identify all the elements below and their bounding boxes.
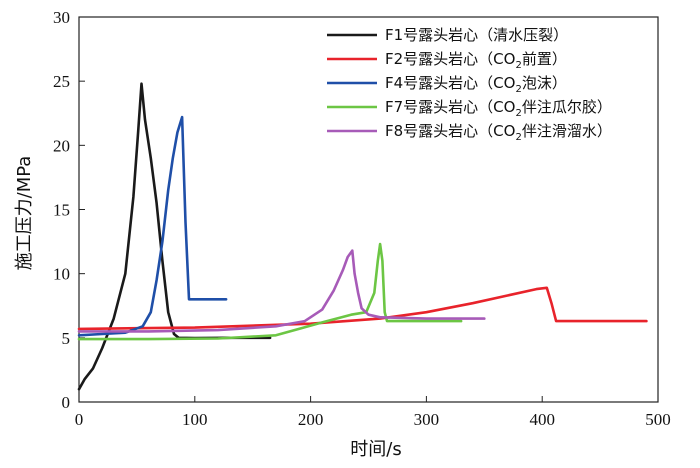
legend-label-2: F2号露头岩心（CO2前置）	[385, 50, 567, 71]
legend-label-5: F8号露头岩心（CO2伴注滑溜水）	[385, 122, 612, 143]
y-axis-label: 施工压力/MPa	[14, 156, 35, 271]
x-tick-label: 500	[645, 410, 671, 429]
legend: F1号露头岩心（清水压裂） F2号露头岩心（CO2前置） F4号露头岩心（CO2泡沫…	[327, 26, 612, 143]
y-tick-label: 10	[53, 265, 70, 284]
series-line-5	[77, 249, 486, 333]
series-lines	[77, 82, 648, 391]
legend-label-3: F4号露头岩心（CO2泡沫）	[385, 74, 567, 95]
x-axis-label: 时间/s	[350, 439, 401, 460]
y-tick-label: 15	[53, 201, 70, 220]
axis-ticks: 0 100 200 300 400 500 0 5 10 15 20 25 30	[53, 8, 671, 429]
y-tick-label: 25	[53, 72, 70, 91]
x-tick-label: 300	[414, 410, 440, 429]
x-tick-label: 0	[75, 410, 84, 429]
series-line-3	[77, 115, 228, 337]
series-line-1	[77, 82, 272, 391]
x-tick-label: 200	[298, 410, 324, 429]
y-tick-label: 0	[62, 393, 71, 412]
y-tick-label: 5	[62, 329, 71, 348]
legend-label-1: F1号露头岩心（清水压裂）	[385, 26, 568, 44]
y-tick-label: 30	[53, 8, 70, 27]
legend-label-4: F7号露头岩心（CO2伴注瓜尔胶）	[385, 98, 612, 119]
series-line-2	[77, 286, 648, 331]
y-tick-label: 20	[53, 136, 70, 155]
x-tick-label: 400	[529, 410, 555, 429]
x-tick-label: 100	[182, 410, 208, 429]
